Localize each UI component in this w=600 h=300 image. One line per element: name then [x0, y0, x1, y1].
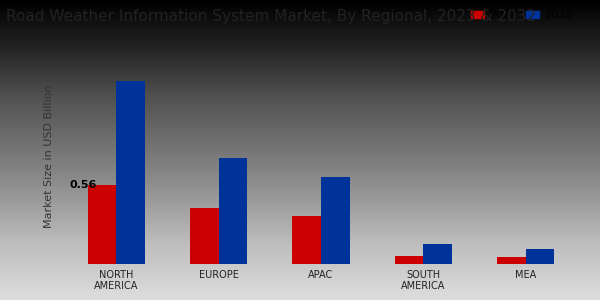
Bar — [292, 216, 321, 264]
Y-axis label: Market Size in USD Billion: Market Size in USD Billion — [44, 84, 55, 228]
Bar — [116, 81, 145, 264]
Bar — [526, 248, 554, 264]
Bar — [218, 158, 247, 264]
Bar — [395, 256, 424, 264]
Bar — [190, 208, 218, 264]
Bar — [321, 177, 350, 264]
Bar — [424, 244, 452, 264]
Bar — [88, 185, 116, 264]
Legend: 2023, 2032: 2023, 2032 — [467, 6, 577, 25]
Bar — [497, 257, 526, 264]
Text: 0.56: 0.56 — [70, 180, 97, 190]
Text: Road Weather Information System Market, By Regional, 2023 & 2032: Road Weather Information System Market, … — [6, 9, 536, 24]
